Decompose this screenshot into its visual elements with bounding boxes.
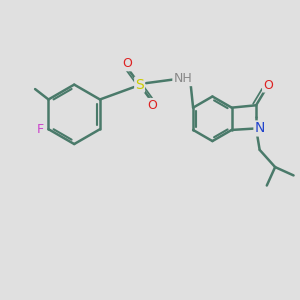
Text: O: O	[122, 57, 132, 70]
Text: S: S	[135, 78, 144, 92]
Text: N: N	[254, 122, 265, 136]
Text: O: O	[263, 79, 273, 92]
Text: O: O	[147, 99, 157, 112]
Text: F: F	[37, 123, 44, 136]
Text: NH: NH	[173, 72, 192, 85]
